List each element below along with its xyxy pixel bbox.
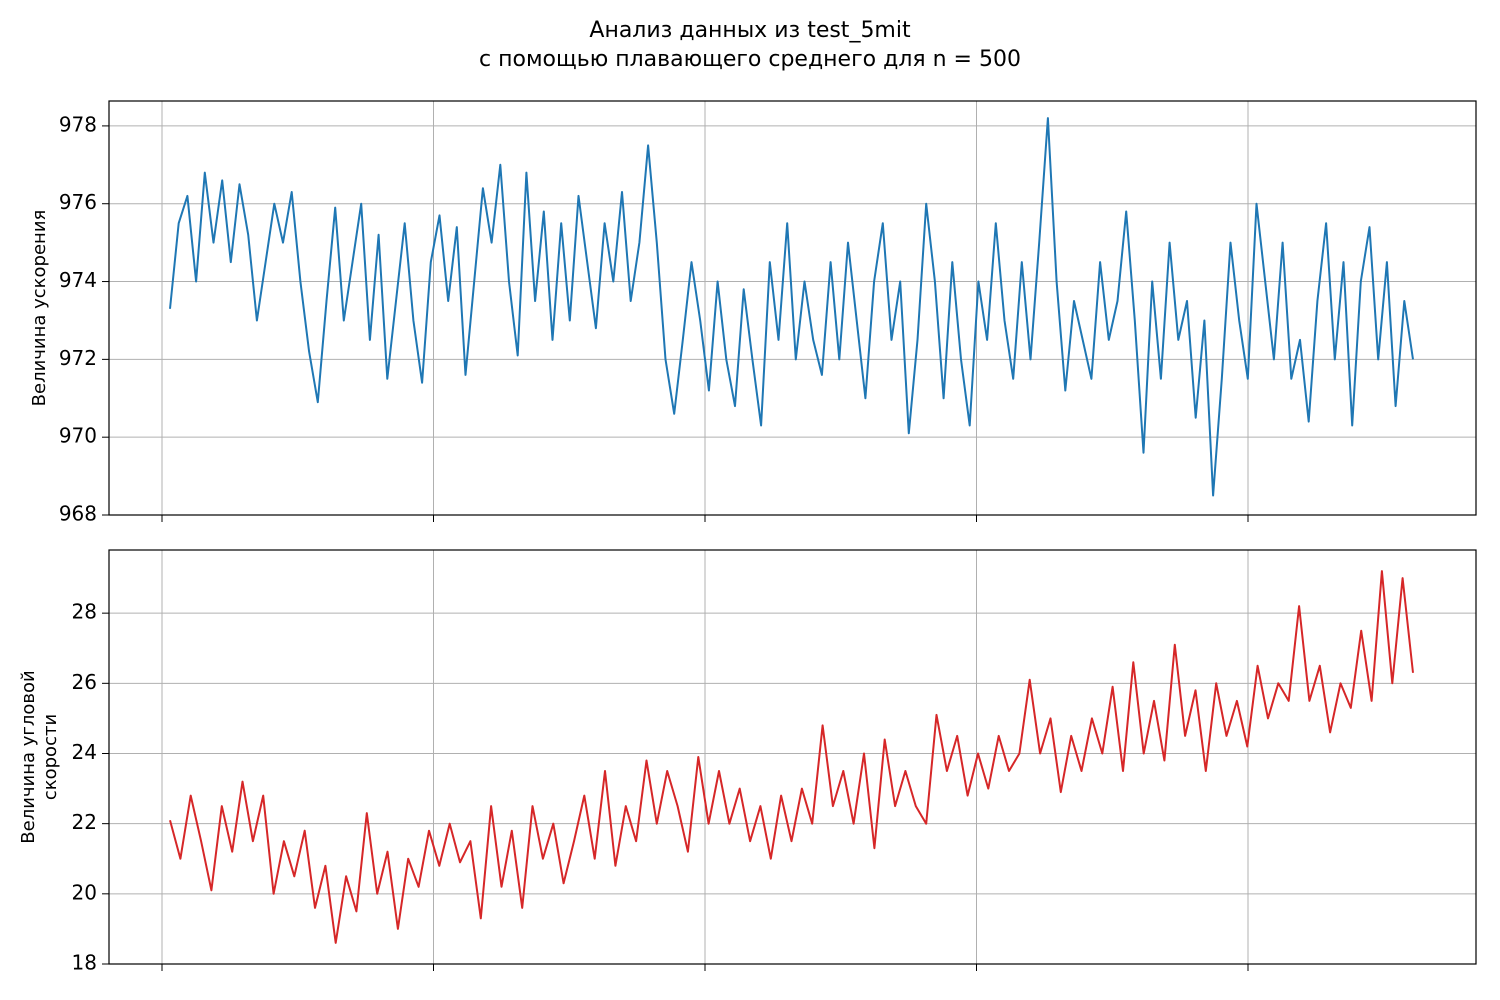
title-line: Анализ данных из test_5mit	[589, 18, 911, 43]
y-tick-label: 20	[72, 880, 97, 904]
y-tick-label: 974	[59, 268, 97, 292]
y-tick-label: 28	[72, 600, 97, 624]
axes-frame	[108, 549, 1477, 965]
y-axis-label: Величина ускорения	[29, 210, 50, 407]
y-tick-label: 26	[72, 670, 97, 694]
y-axis-label: скорости	[40, 714, 61, 800]
y-tick-label: 976	[59, 190, 97, 214]
y-tick-label: 24	[72, 740, 97, 764]
y-tick-label: 22	[72, 810, 97, 834]
axes-frame	[108, 100, 1477, 516]
y-axis-label: Величина угловой	[18, 670, 39, 843]
y-tick-label: 970	[59, 424, 97, 448]
data-line	[169, 117, 1414, 497]
data-line	[169, 570, 1414, 944]
y-tick-label: 972	[59, 346, 97, 370]
y-tick-label: 18	[72, 951, 97, 975]
y-tick-label: 968	[59, 502, 97, 526]
y-tick-label: 978	[59, 112, 97, 136]
title-line: с помощью плавающего среднего для n = 50…	[479, 47, 1021, 72]
